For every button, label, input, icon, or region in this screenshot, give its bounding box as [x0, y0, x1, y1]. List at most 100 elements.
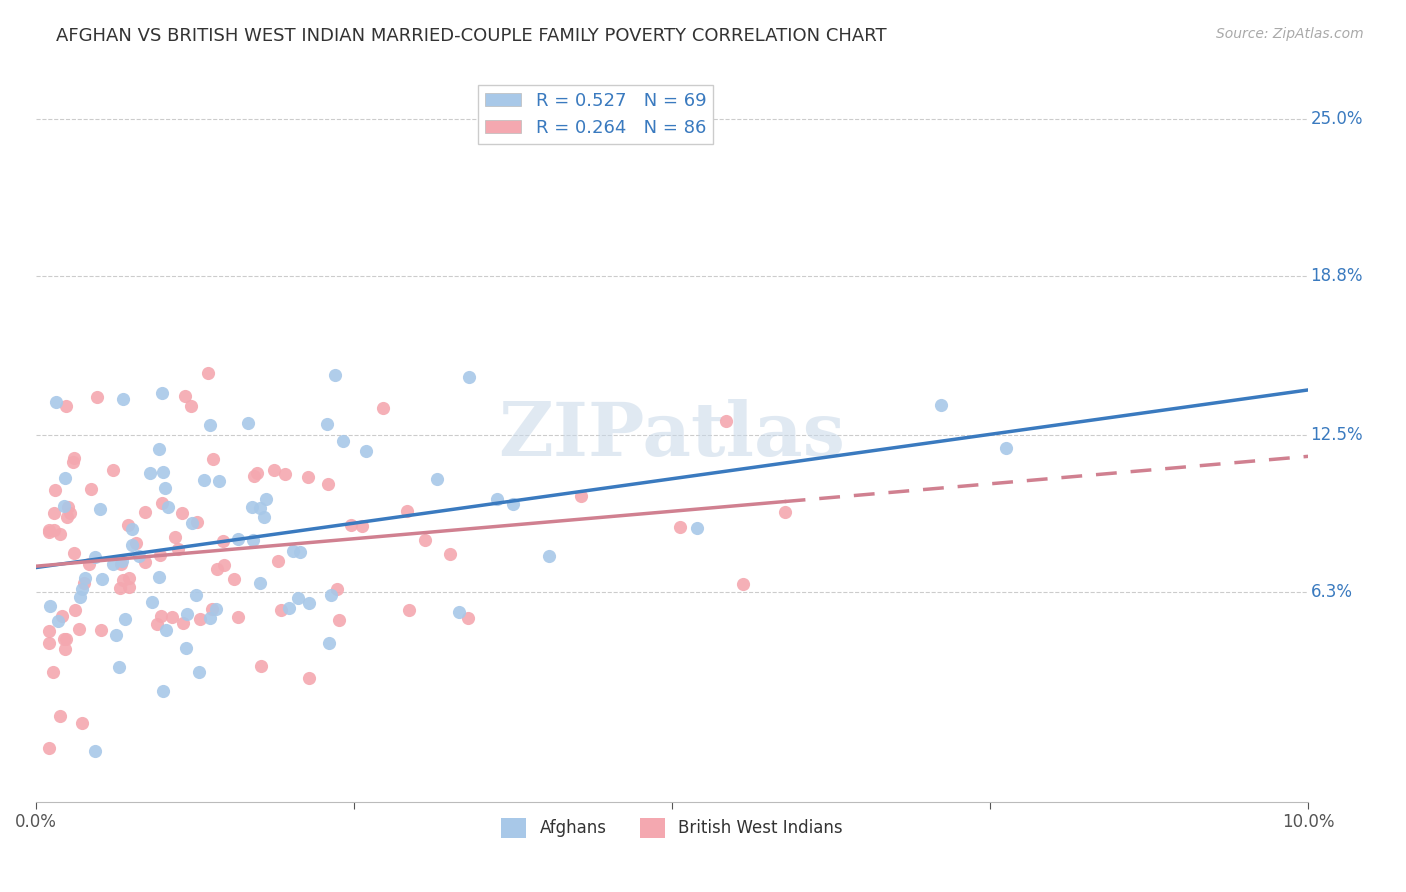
Point — [226, 609, 249, 624]
Point — [281, 544, 304, 558]
Point — [318, 636, 340, 650]
Point — [174, 389, 197, 403]
Point — [240, 500, 263, 514]
Text: Source: ZipAtlas.com: Source: ZipAtlas.com — [1216, 27, 1364, 41]
Point — [134, 556, 156, 570]
Point — [287, 591, 309, 605]
Point — [73, 576, 96, 591]
Point — [163, 530, 186, 544]
Point — [205, 601, 228, 615]
Point — [79, 482, 101, 496]
Point — [929, 398, 952, 412]
Point — [110, 557, 132, 571]
Point — [84, 744, 107, 758]
Point — [685, 521, 707, 535]
Point — [716, 414, 738, 428]
Point — [242, 469, 264, 483]
Point — [188, 665, 211, 679]
Point — [111, 553, 134, 567]
Point — [134, 505, 156, 519]
Point — [42, 523, 65, 537]
Point — [323, 368, 346, 382]
Point — [152, 465, 174, 479]
Point — [83, 550, 105, 565]
Point — [290, 545, 312, 559]
Point — [51, 609, 73, 624]
Text: 6.3%: 6.3% — [1310, 582, 1353, 601]
Point — [91, 572, 114, 586]
Point — [326, 582, 349, 596]
Point — [77, 557, 100, 571]
Point — [149, 549, 172, 563]
Point — [212, 558, 235, 572]
Point — [669, 520, 692, 534]
Point — [125, 536, 148, 550]
Point — [398, 602, 420, 616]
Point — [250, 658, 273, 673]
Point — [439, 547, 461, 561]
Point — [42, 665, 65, 679]
Point — [56, 509, 79, 524]
Point — [278, 601, 301, 615]
Point — [537, 549, 560, 563]
Point — [86, 390, 108, 404]
Point — [236, 417, 259, 431]
Point — [117, 518, 139, 533]
Point — [89, 502, 111, 516]
Text: ZIPatlas: ZIPatlas — [499, 399, 845, 472]
Point — [38, 740, 60, 755]
Point — [316, 417, 339, 431]
Point — [155, 623, 177, 637]
Point — [38, 524, 60, 538]
Point — [128, 549, 150, 563]
Point — [371, 401, 394, 415]
Point — [170, 507, 193, 521]
Point — [45, 395, 67, 409]
Point — [49, 526, 72, 541]
Point — [297, 469, 319, 483]
Point — [67, 622, 90, 636]
Point — [188, 611, 211, 625]
Point — [150, 496, 173, 510]
Point — [995, 441, 1018, 455]
Point — [197, 366, 219, 380]
Point — [75, 571, 97, 585]
Point — [121, 523, 143, 537]
Point — [69, 590, 91, 604]
Point — [149, 609, 172, 624]
Point — [205, 562, 228, 576]
Point — [328, 613, 350, 627]
Point — [49, 709, 72, 723]
Point — [201, 452, 224, 467]
Point — [242, 533, 264, 548]
Point — [70, 716, 93, 731]
Point — [184, 589, 207, 603]
Point — [356, 444, 378, 458]
Point — [46, 614, 69, 628]
Point — [212, 534, 235, 549]
Point — [201, 602, 224, 616]
Point — [502, 497, 524, 511]
Point — [222, 572, 245, 586]
Point — [249, 501, 271, 516]
Point — [101, 557, 124, 571]
Point — [145, 617, 167, 632]
Point — [70, 582, 93, 596]
Point — [101, 463, 124, 477]
Point — [447, 606, 470, 620]
Point — [172, 616, 194, 631]
Point — [153, 481, 176, 495]
Point — [773, 505, 796, 519]
Point — [44, 483, 66, 497]
Point — [413, 533, 436, 547]
Point — [167, 542, 190, 557]
Point — [108, 581, 131, 595]
Point — [141, 595, 163, 609]
Point — [62, 455, 84, 469]
Point — [112, 573, 135, 587]
Point — [176, 607, 198, 621]
Point — [180, 516, 202, 530]
Point — [38, 636, 60, 650]
Point — [90, 623, 112, 637]
Point — [42, 506, 65, 520]
